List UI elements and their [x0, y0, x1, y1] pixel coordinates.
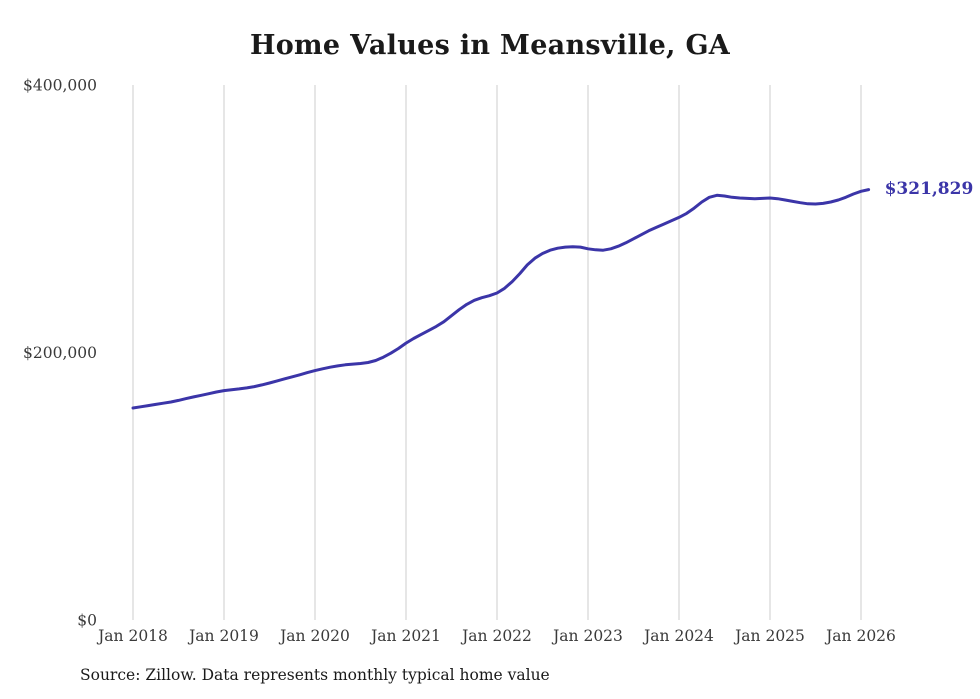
- latest-value-label: $321,829: [884, 178, 974, 199]
- x-tick-label: Jan 2019: [187, 627, 259, 645]
- y-tick-label: $200,000: [23, 344, 97, 362]
- x-tick-label: Jan 2026: [824, 627, 896, 645]
- x-tick-label: Jan 2018: [96, 627, 168, 645]
- x-tick-label: Jan 2020: [278, 627, 350, 645]
- home-value-series-line: [131, 188, 871, 410]
- y-tick-label: $400,000: [23, 77, 97, 95]
- y-tick-label: $0: [77, 612, 97, 630]
- chart-title: Home Values in Meansville, GA: [249, 30, 731, 61]
- x-tick-label: Jan 2021: [369, 627, 441, 645]
- x-tick-label: Jan 2023: [551, 627, 623, 645]
- x-tick-label: Jan 2024: [642, 627, 714, 645]
- x-tick-label: Jan 2025: [733, 627, 805, 645]
- x-tick-label: Jan 2022: [460, 627, 532, 645]
- source-note: Source: Zillow. Data represents monthly …: [80, 666, 550, 684]
